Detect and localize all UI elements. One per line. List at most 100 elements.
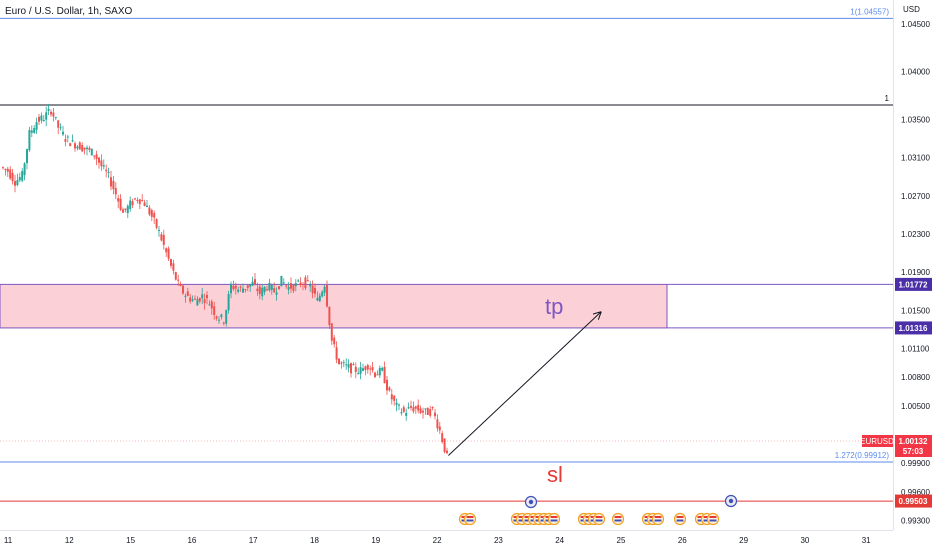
candle-down [388,387,391,391]
event-marker[interactable] [706,512,720,526]
candle-down [186,291,189,296]
candle-down [148,207,151,215]
candle-down [165,248,168,253]
price-tag-label: 0.99503 [899,497,928,506]
fib-1-label: 1(1.04557) [850,7,889,16]
candle-down [340,362,343,364]
candle-up [287,286,290,290]
candle-down [436,419,439,429]
candle-up [35,122,38,130]
candle-down [330,323,333,341]
tp-zone[interactable] [0,283,893,329]
candle-down [100,160,103,167]
candle-down [412,407,415,412]
sl-text[interactable]: sl [547,462,563,487]
candle-down [254,279,256,284]
candle-down [81,144,84,152]
event-marker[interactable] [524,495,538,509]
event-marker[interactable] [724,494,738,508]
candle-up [282,282,285,284]
candle-down [160,234,163,241]
candle-up [201,294,204,299]
candle-down [177,279,180,281]
candle-down [402,407,405,412]
x-tick-label: 29 [739,536,748,545]
tp-text[interactable]: tp [545,294,563,319]
candle-down [374,372,376,377]
candle-up [275,292,278,295]
candle-down [150,210,153,217]
y-tick-label: 1.03500 [901,115,930,124]
event-marker[interactable] [673,512,687,526]
candle-down [350,363,352,374]
price-tag-label: 57:03 [903,447,924,456]
candle-down [369,368,372,370]
candle-up [407,407,410,409]
candle-up [263,286,266,293]
candle-up [261,287,264,297]
x-tick-label: 17 [249,536,258,545]
candle-up [208,304,211,306]
candle-up [357,372,360,374]
candle-up [158,229,160,231]
candle-down [273,288,276,293]
candle-up [18,177,21,181]
fib-1272-label: 1.272(0.99912) [835,451,890,460]
candle-down [167,248,170,259]
candle-down [431,406,434,409]
candle-down [376,374,379,376]
candle-up [398,404,400,406]
candle-down [352,364,355,366]
candle-down [194,298,196,300]
event-markers[interactable] [458,494,738,526]
event-marker[interactable] [463,512,477,526]
candle-down [222,322,225,324]
event-marker[interactable] [592,512,606,526]
candle-down [136,200,139,202]
level-lines[interactable]: 1(1.04557) 1 1.272(0.99912) [0,7,893,502]
price-tag-bg [895,321,932,335]
x-tick-label: 19 [371,536,380,545]
candle-up [400,412,403,414]
candle-down [110,177,112,187]
candle-down [93,155,96,157]
candle-up [71,140,74,142]
price-axis[interactable]: 1.04500 1.04000 1.03500 1.03100 1.02700 1.023… [901,20,930,526]
projection-arrow[interactable] [448,312,600,456]
event-marker[interactable] [651,512,665,526]
candle-down [410,405,412,408]
annotations[interactable]: tp sl [448,294,600,487]
candle-up [42,119,45,121]
event-marker[interactable] [547,512,561,526]
candle-up [16,180,19,186]
candle-down [138,199,141,205]
x-tick-label: 30 [800,536,809,545]
candle-up [242,288,244,293]
candle-down [2,167,4,169]
candle-up [191,299,194,301]
candle-up [62,131,64,135]
candle-down [419,408,422,413]
event-marker[interactable] [611,512,625,526]
candle-down [239,286,242,288]
candle-up [249,284,252,287]
candle-down [182,285,184,294]
candle-down [292,284,295,291]
candle-up [359,367,362,374]
candle-down [206,294,208,299]
candle-down [333,337,336,345]
candle-up [66,136,69,138]
tp-zone-rect[interactable] [0,283,668,329]
symbol-title[interactable]: Euro / U.S. Dollar, 1h, SAXO [5,6,133,17]
candle-down [417,404,420,411]
y-tick-label: 0.99900 [901,459,930,468]
candle-up [86,147,88,150]
candle-up [237,289,240,292]
time-axis[interactable]: 11 12 15 16 17 18 19 22 23 24 25 26 29 30 31 [4,536,871,545]
candle-down [328,306,331,326]
x-tick-label: 11 [4,536,13,545]
candle-down [446,450,448,454]
candle-up [21,171,24,181]
candle-down [203,299,206,304]
